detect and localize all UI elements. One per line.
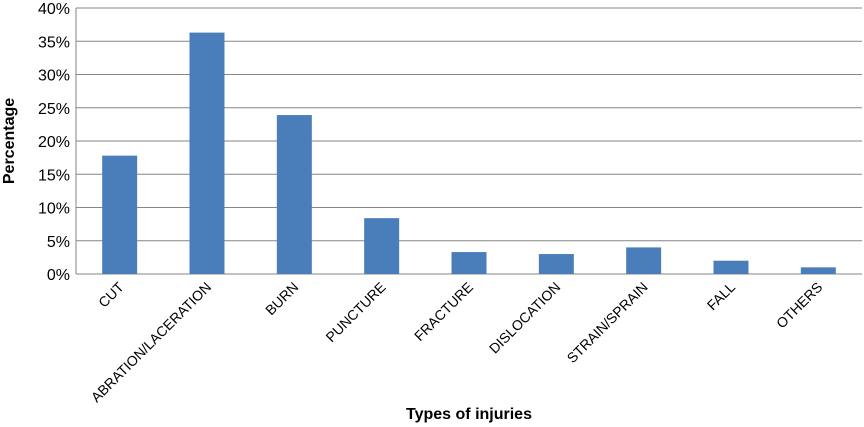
y-axis-title: Percentage <box>1 98 18 184</box>
y-tick-labels: 0% 5% 10% 15% 20% 25% 30% 35% 40% <box>38 1 70 284</box>
bar <box>800 267 836 274</box>
y-tick-label: 25% <box>38 101 70 118</box>
x-category-label: CUT <box>95 278 127 310</box>
y-tick-label: 30% <box>38 68 70 85</box>
x-axis-title: Types of injuries <box>406 406 532 423</box>
y-tick-label: 0% <box>47 267 70 284</box>
bar <box>451 252 487 274</box>
bar <box>364 218 400 274</box>
x-category-label: OTHERS <box>773 279 826 332</box>
y-tick-label: 5% <box>47 234 70 251</box>
y-tick-label: 10% <box>38 201 70 218</box>
x-category-label: PUNCTURE <box>322 279 388 345</box>
x-category-label: FALL <box>704 279 739 314</box>
x-category-label: BURN <box>262 279 301 318</box>
x-category-label: FRACTURE <box>411 279 476 344</box>
bar <box>626 247 662 274</box>
x-category-label: STRAIN/SPRAIN <box>564 279 651 366</box>
y-tick-label: 40% <box>38 1 70 18</box>
bar <box>538 254 574 274</box>
bar <box>189 32 225 275</box>
bar <box>102 155 138 274</box>
x-category-label: DISLOCATION <box>486 279 564 357</box>
bar <box>713 260 749 274</box>
y-tick-label: 35% <box>38 34 70 51</box>
y-tick-label: 20% <box>38 134 70 151</box>
bar <box>276 115 312 274</box>
bars <box>102 32 836 275</box>
y-tick-label: 15% <box>38 167 70 184</box>
